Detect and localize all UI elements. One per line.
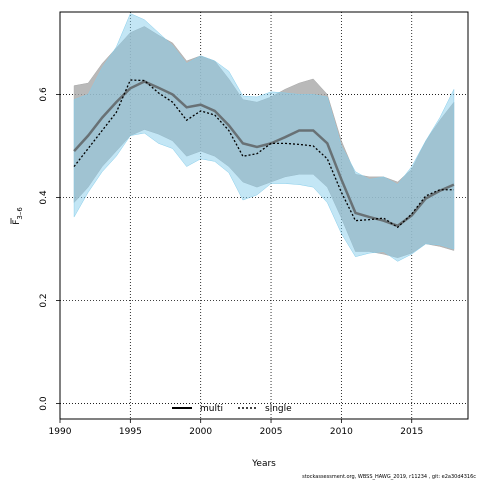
y-tick-label: 0.6 (39, 87, 49, 102)
confidence-bands (73, 13, 455, 262)
legend-single-label: single (265, 404, 292, 414)
x-tick-label: 2005 (260, 427, 283, 437)
y-tick-label: 0.4 (39, 190, 49, 205)
y-axis-title-sub: 3–6 (16, 207, 24, 220)
x-tick-label: 2015 (400, 427, 423, 437)
x-tick-label: 2010 (330, 427, 353, 437)
y-axis-title-main: F (12, 220, 22, 225)
x-axis-ticks: 1990 1995 2000 2005 2010 2015 (49, 419, 423, 437)
series-lines (73, 79, 455, 229)
y-axis-ticks: 0.0 0.2 0.4 0.6 (39, 87, 60, 411)
x-axis-title: Years (251, 459, 276, 469)
x-tick-label: 1990 (49, 427, 72, 437)
band-single (73, 13, 455, 262)
y-tick-label: 0.2 (39, 293, 49, 307)
svg-text:F3–6: F3–6 (12, 207, 24, 225)
legend-multi-label: multi (200, 404, 223, 414)
y-tick-label: 0.0 (39, 396, 49, 411)
series-line-single (73, 79, 454, 229)
y-axis-title: F3–6 (10, 207, 24, 225)
x-tick-label: 2000 (189, 427, 212, 437)
x-tick-label: 1995 (119, 427, 142, 437)
footer-credit: stockassessment.org, WBSS_HAWG_2019, r11… (302, 474, 476, 480)
plot-frame (59, 11, 469, 420)
legend: multi single (172, 404, 292, 414)
